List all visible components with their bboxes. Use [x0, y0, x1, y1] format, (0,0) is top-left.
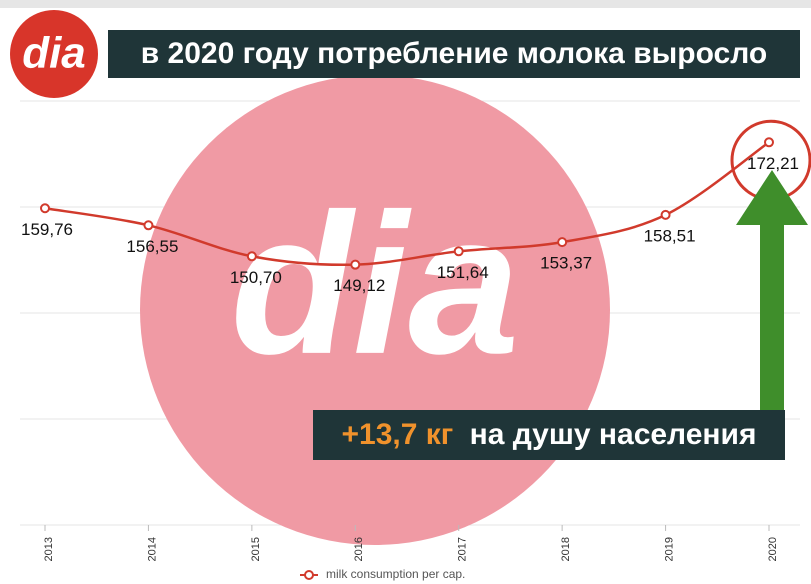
legend-marker — [304, 570, 314, 580]
annotation: +13,7 кг на душу населения — [342, 418, 757, 451]
x-tick-label: 2014 — [146, 537, 158, 561]
value-label: 159,76 — [21, 220, 73, 239]
point — [660, 209, 671, 220]
point — [557, 237, 568, 248]
x-tick-label: 2013 — [43, 537, 55, 561]
annotation-box — [313, 410, 785, 460]
point — [764, 137, 774, 148]
point — [350, 259, 361, 270]
annotation-text: на душу населения — [470, 418, 757, 451]
point — [143, 220, 154, 231]
value-label: 156,55 — [126, 237, 178, 256]
value-label: 172,21 — [747, 154, 799, 173]
value-label: 150,70 — [230, 268, 282, 287]
x-tick-label: 2018 — [560, 537, 572, 561]
annotation-highlight: +13,7 кг — [342, 418, 454, 451]
value-label: 153,37 — [540, 254, 592, 273]
title-box — [108, 30, 800, 78]
legend-label: milk consumption per cap. — [326, 567, 465, 581]
x-tick-label: 2015 — [250, 537, 262, 561]
value-label: 158,51 — [644, 226, 696, 245]
value-label: 149,12 — [333, 276, 385, 295]
plot: 2013 2014 2015 2016 2017 2018 2019 2020 159,76 15… — [21, 119, 811, 561]
watermark-logo: dia — [231, 173, 520, 396]
x-tick-label: 2016 — [353, 537, 365, 561]
legend: milk consumption per cap. — [300, 567, 465, 581]
top-shadow — [0, 0, 811, 8]
point — [40, 203, 50, 214]
logo-circle — [10, 10, 98, 98]
x-tick-label: 2020 — [767, 537, 779, 561]
point — [246, 251, 257, 262]
chart-title: в 2020 году потребление молока выросло — [141, 37, 767, 70]
x-tick-label: 2017 — [457, 537, 469, 561]
point — [453, 246, 464, 257]
up-arrow — [736, 170, 808, 410]
x-tick-label: 2019 — [663, 537, 675, 561]
logo: dia — [22, 29, 86, 78]
value-label: 151,64 — [437, 263, 489, 282]
